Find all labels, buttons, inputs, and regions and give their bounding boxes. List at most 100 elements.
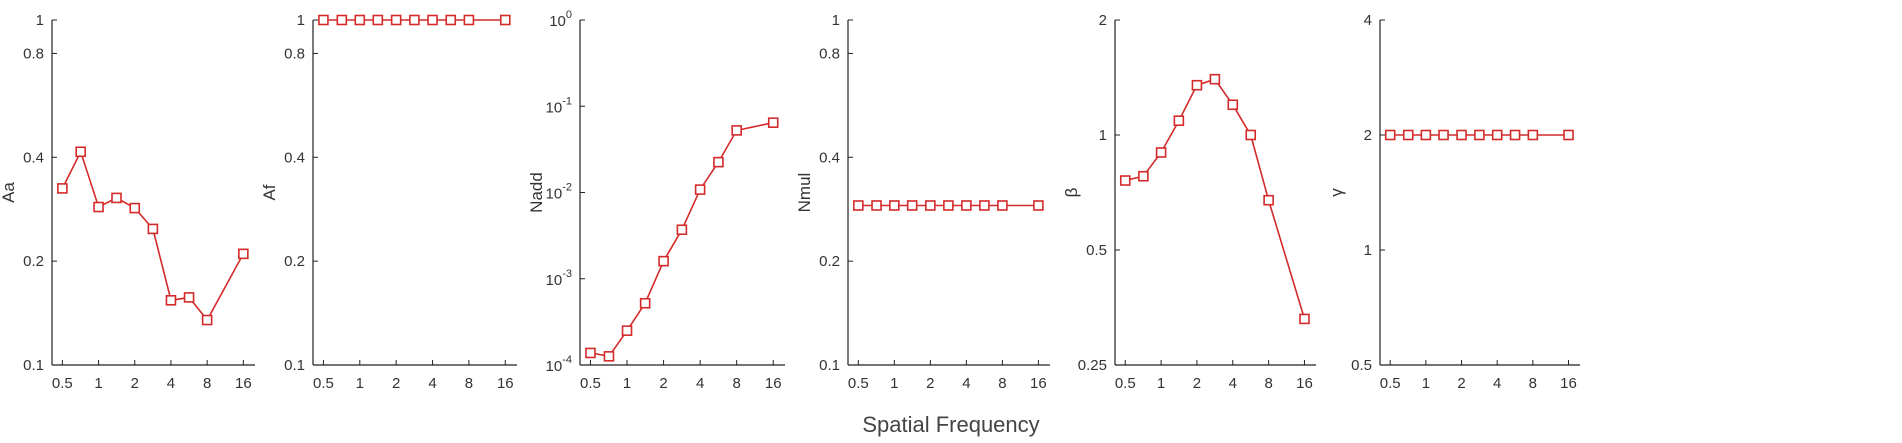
data-point-5: [1456, 129, 1467, 141]
chart-panel-1: 0.5 1 2 4 8 16 0.1 0.2 0.4 0.8 1 Aa: [0, 12, 255, 392]
y-tick-label: 0.25: [1078, 357, 1107, 374]
data-point-8: [979, 200, 990, 211]
y-tick-base: 10: [546, 99, 563, 116]
chart-panel-6: 0.5 1 2 4 8 16 0.5 1 2 4 γ: [1327, 12, 1580, 392]
data-point-10: [1299, 313, 1310, 325]
data-point-10: [1563, 129, 1574, 141]
y-tick-label: 10-3: [546, 268, 572, 289]
data-point-2: [75, 146, 86, 158]
y-tick-label: 0.2: [819, 253, 840, 270]
data-point-6: [409, 14, 420, 26]
data-point-6: [943, 200, 954, 211]
y-tick-label: 0.8: [819, 45, 840, 62]
y-tick-base: 10: [549, 13, 566, 30]
data-point-1: [1119, 175, 1131, 186]
chart-panel-4: 0.5 1 2 4 8 16 0.1 0.2 0.4 0.8 1 Nmul: [795, 12, 1050, 392]
y-axis-label: Nmul: [795, 173, 814, 213]
data-point-9: [731, 125, 742, 136]
y-tick-label: 1: [297, 12, 305, 29]
x-tick-label: 1: [356, 375, 364, 392]
data-point-7: [427, 14, 438, 26]
data-point-6: [1474, 129, 1485, 141]
y-tick-label: 1: [1099, 127, 1107, 144]
y-tick-label: 0.1: [819, 357, 840, 374]
data-point-6: [676, 224, 688, 236]
series-line: [61, 149, 245, 322]
shared-x-axis-label: Spatial Frequency: [862, 412, 1039, 437]
data-point-2: [1138, 170, 1149, 182]
y-tick-label: 0.4: [819, 149, 840, 166]
y-tick-label: 10-4: [546, 354, 572, 375]
data-point-1: [853, 200, 864, 211]
x-tick-label: 2: [926, 375, 934, 392]
data-point-7: [165, 295, 177, 306]
data-point-3: [354, 14, 366, 26]
x-tick-label: 2: [392, 375, 400, 392]
y-tick-label: 0.4: [23, 149, 44, 166]
data-point-3: [93, 201, 104, 213]
data-point-5: [1191, 79, 1203, 91]
data-point-2: [871, 200, 882, 211]
data-point-9: [997, 200, 1008, 211]
data-point-8: [1245, 129, 1257, 141]
y-tick-label: 0.4: [284, 149, 305, 166]
data-point-4: [372, 14, 384, 26]
data-point-5: [129, 202, 141, 214]
data-point-8: [445, 14, 457, 26]
data-point-5: [925, 200, 936, 211]
data-point-10: [238, 248, 249, 260]
data-point-1: [318, 14, 329, 26]
x-tick-label: 2: [1457, 375, 1465, 392]
data-point-4: [906, 200, 918, 211]
y-tick-label: 10-1: [546, 95, 572, 116]
x-tick-label: 0.5: [1115, 375, 1136, 392]
y-tick-label: 0.2: [284, 253, 305, 270]
y-tick-label: 0.2: [23, 253, 44, 270]
data-point-10: [499, 14, 511, 26]
data-point-9: [201, 314, 213, 326]
x-tick-label: 8: [998, 375, 1006, 392]
x-tick-label: 1: [1157, 375, 1165, 392]
data-point-2: [603, 351, 615, 362]
x-tick-label: 0.5: [313, 375, 334, 392]
data-point-3: [1420, 129, 1432, 141]
y-tick-label: 1: [832, 12, 840, 29]
y-tick-exponent: -1: [562, 95, 572, 107]
y-tick-exponent: 0: [566, 9, 572, 21]
x-tick-label: 16: [1030, 375, 1047, 392]
x-tick-label: 8: [733, 375, 741, 392]
x-tick-label: 1: [94, 375, 102, 392]
y-tick-label: 0.5: [1086, 242, 1107, 259]
y-tick-label: 0.5: [1351, 357, 1372, 374]
x-tick-label: 2: [131, 375, 139, 392]
y-tick-exponent: -3: [562, 268, 572, 280]
x-tick-label: 8: [465, 375, 473, 392]
y-tick-base: 10: [546, 186, 563, 203]
data-point-5: [390, 14, 402, 26]
x-tick-label: 16: [1296, 375, 1313, 392]
data-point-8: [713, 156, 724, 168]
data-point-4: [639, 297, 651, 309]
y-tick-label: 100: [549, 9, 572, 30]
data-point-3: [889, 200, 900, 211]
data-point-6: [1209, 73, 1221, 85]
y-tick-exponent: -4: [562, 354, 572, 366]
data-point-7: [1491, 129, 1503, 141]
x-tick-label: 8: [1529, 375, 1537, 392]
y-tick-label: 2: [1364, 127, 1372, 144]
series-line: [590, 121, 774, 358]
x-tick-label: 4: [1229, 375, 1237, 392]
data-point-1: [1384, 129, 1396, 141]
x-tick-label: 0.5: [580, 375, 601, 392]
data-point-5: [658, 255, 669, 267]
x-tick-label: 0.5: [848, 375, 869, 392]
data-point-3: [621, 325, 633, 336]
y-axis-label: γ: [1327, 188, 1346, 197]
y-axis-label: Aa: [0, 182, 18, 203]
x-tick-label: 0.5: [52, 375, 73, 392]
x-tick-label: 16: [235, 375, 252, 392]
data-point-2: [1402, 129, 1414, 141]
